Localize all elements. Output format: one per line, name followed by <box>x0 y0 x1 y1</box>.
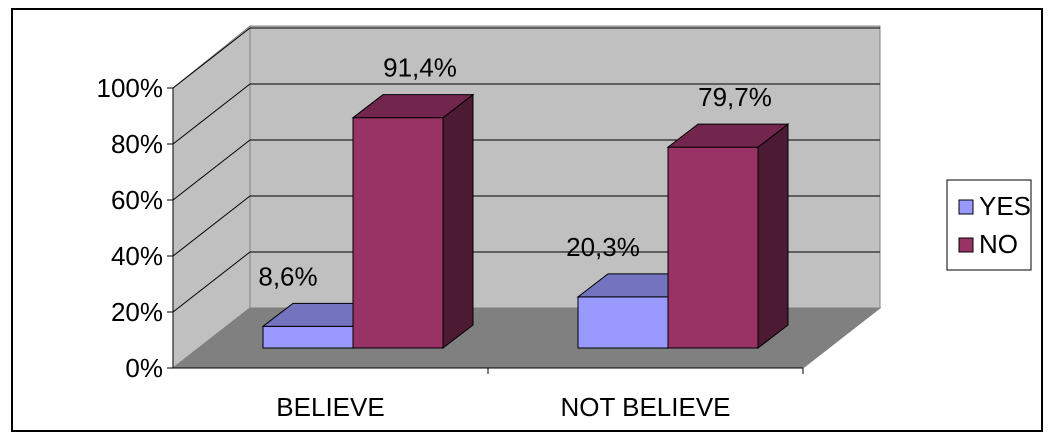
y-tick-label: 100% <box>97 73 164 103</box>
bar-no-top <box>351 94 475 119</box>
legend-swatch-no <box>958 237 974 253</box>
legend-label-yes: YES <box>979 191 1031 221</box>
bar-no-top <box>666 123 790 148</box>
data-label: 79,7% <box>698 82 772 112</box>
data-label: 8,6% <box>258 261 317 291</box>
bar-yes-front <box>577 296 669 349</box>
bar-no-front <box>352 117 444 349</box>
gridline-side <box>172 251 251 313</box>
bar-no-side <box>442 93 474 350</box>
y-tick-label: 80% <box>111 129 163 159</box>
y-tick-label: 0% <box>125 353 163 383</box>
x-category-label: BELIEVE <box>276 392 384 422</box>
gridline-side <box>172 195 251 257</box>
bar-yes-front <box>262 325 354 349</box>
gridline-side <box>172 83 251 145</box>
data-label: 20,3% <box>566 232 640 262</box>
legend-swatch-yes <box>958 199 974 215</box>
data-label: 91,4% <box>383 53 457 83</box>
legend-box <box>946 179 1032 271</box>
bar-no-front <box>667 146 759 349</box>
bar-no-side <box>757 123 789 350</box>
y-tick-label: 40% <box>111 241 163 271</box>
gridline-side <box>172 139 251 201</box>
y-tick-label: 20% <box>111 297 163 327</box>
legend-label-no: NO <box>979 229 1018 259</box>
gridline-side <box>172 27 251 89</box>
y-tick-label: 60% <box>111 185 163 215</box>
x-category-label: NOT BELIEVE <box>560 392 730 422</box>
